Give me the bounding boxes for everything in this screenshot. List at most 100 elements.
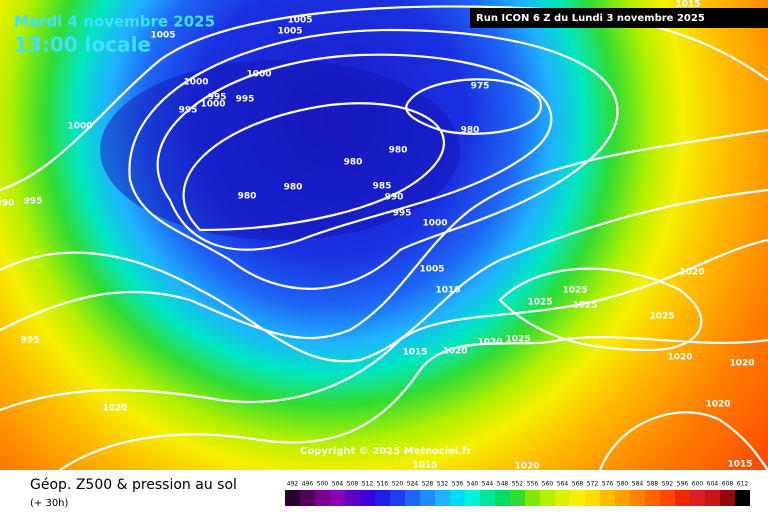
scale-label: 500 [317,481,329,488]
isobar-label: 1005 [150,31,175,41]
geopotential-field [0,0,768,470]
isobar-label: 995 [179,106,198,116]
scale-swatch [330,490,345,506]
isobar-label: 980 [389,146,408,156]
isobar-label: 995 [208,93,227,103]
isobar-label: 1020 [442,347,467,357]
run-box [470,8,768,28]
isobar-label: 995 [393,209,412,219]
low-core [100,60,460,240]
isobar-label: 1025 [572,301,597,311]
scale-label: 524 [407,481,419,488]
scale-label: 596 [677,481,689,488]
scale-label: 600 [692,481,704,488]
scale-label: 540 [467,481,479,488]
scale-swatch [390,490,405,506]
isobar-label: 1025 [649,312,674,322]
scale-swatch [645,490,660,506]
scale-label: 560 [542,481,554,488]
footer-title: Géop. Z500 & pression au sol [30,477,237,493]
scale-swatch [690,490,705,506]
isobar-label: 990 [385,193,404,203]
scale-swatch [375,490,390,506]
scale-swatch [465,490,480,506]
scale-label: 588 [647,481,659,488]
isobar-label: 995 [21,336,40,346]
scale-swatch [720,490,735,506]
isobar-label: 1015 [412,461,437,471]
isobar-label: 1020 [102,404,127,414]
isobar-label: 980 [461,126,480,136]
isobar-label: 1015 [727,460,752,470]
scale-swatch [435,490,450,506]
scale-swatch [300,490,315,506]
scale-label: 584 [632,481,644,488]
isobar-label: 1010 [435,286,460,296]
scale-label: 536 [452,481,464,488]
scale-label: 580 [617,481,629,488]
run-info: Run ICON 6 Z du Lundi 3 novembre 2025 [476,13,705,24]
scale-swatch [540,490,555,506]
scale-label: 520 [392,481,404,488]
forecast-date: Mardi 4 novembre 2025 [14,13,215,31]
scale-swatch [660,490,675,506]
scale-label: 564 [557,481,569,488]
isobar-label: 985 [373,182,392,192]
isobar-label: 1005 [277,27,302,37]
scale-swatch [615,490,630,506]
scale-label: 532 [437,481,449,488]
scale-swatch [525,490,540,506]
scale-label: 592 [662,481,674,488]
scale-label: 492 [287,481,299,488]
isobar-label: 995 [236,95,255,105]
scale-swatch [630,490,645,506]
scale-label: 568 [572,481,584,488]
scale-swatch [315,490,330,506]
isobar-label: 1025 [505,335,530,345]
isobar-label: 980 [238,192,257,202]
footer-lead: (+ 30h) [30,498,69,509]
isobar-label: 1005 [287,16,312,26]
isobar-label: 1025 [562,286,587,296]
scale-swatch [405,490,420,506]
isobar-label: 1020 [477,338,502,348]
scale-label: 552 [512,481,524,488]
isobar-label: 1000 [200,100,225,110]
scale-label: 508 [347,481,359,488]
scale-label: 512 [362,481,374,488]
scale-label: 572 [587,481,599,488]
isobar-label: 1000 [246,70,271,80]
scale-label: 608 [722,481,734,488]
scale-label: 556 [527,481,539,488]
isobar-label: 1015 [675,0,700,10]
isobar-label: 1025 [527,298,552,308]
isobar-label: 1015 [402,348,427,358]
forecast-time: 13:00 locale [14,33,151,57]
scale-label: 576 [602,481,614,488]
isobar-label: 995 [24,197,43,207]
scale-swatch [495,490,510,506]
scale-label: 604 [707,481,719,488]
scale-swatch [705,490,720,506]
isobar-label: 1020 [667,353,692,363]
scale-label: 496 [302,481,314,488]
scale-swatch [735,490,750,506]
scale-swatch [285,490,300,506]
isobar-label: 1020 [705,400,730,410]
scale-swatch [420,490,435,506]
copyright: Copyright © 2025 Meteociel.fr [300,446,471,457]
scale-label: 544 [482,481,494,488]
scale-swatch [450,490,465,506]
isobar-label: 1000 [67,122,92,132]
isobar-label: 980 [284,183,303,193]
isobar-label: 1005 [419,265,444,275]
scale-swatch [480,490,495,506]
scale-swatch [510,490,525,506]
scale-swatch [675,490,690,506]
isobar-label: 1020 [679,268,704,278]
isobar-label: 980 [344,158,363,168]
scale-swatch [345,490,360,506]
scale-label: 548 [497,481,509,488]
scale-label: 504 [332,481,344,488]
isobar-label: 975 [471,82,490,92]
